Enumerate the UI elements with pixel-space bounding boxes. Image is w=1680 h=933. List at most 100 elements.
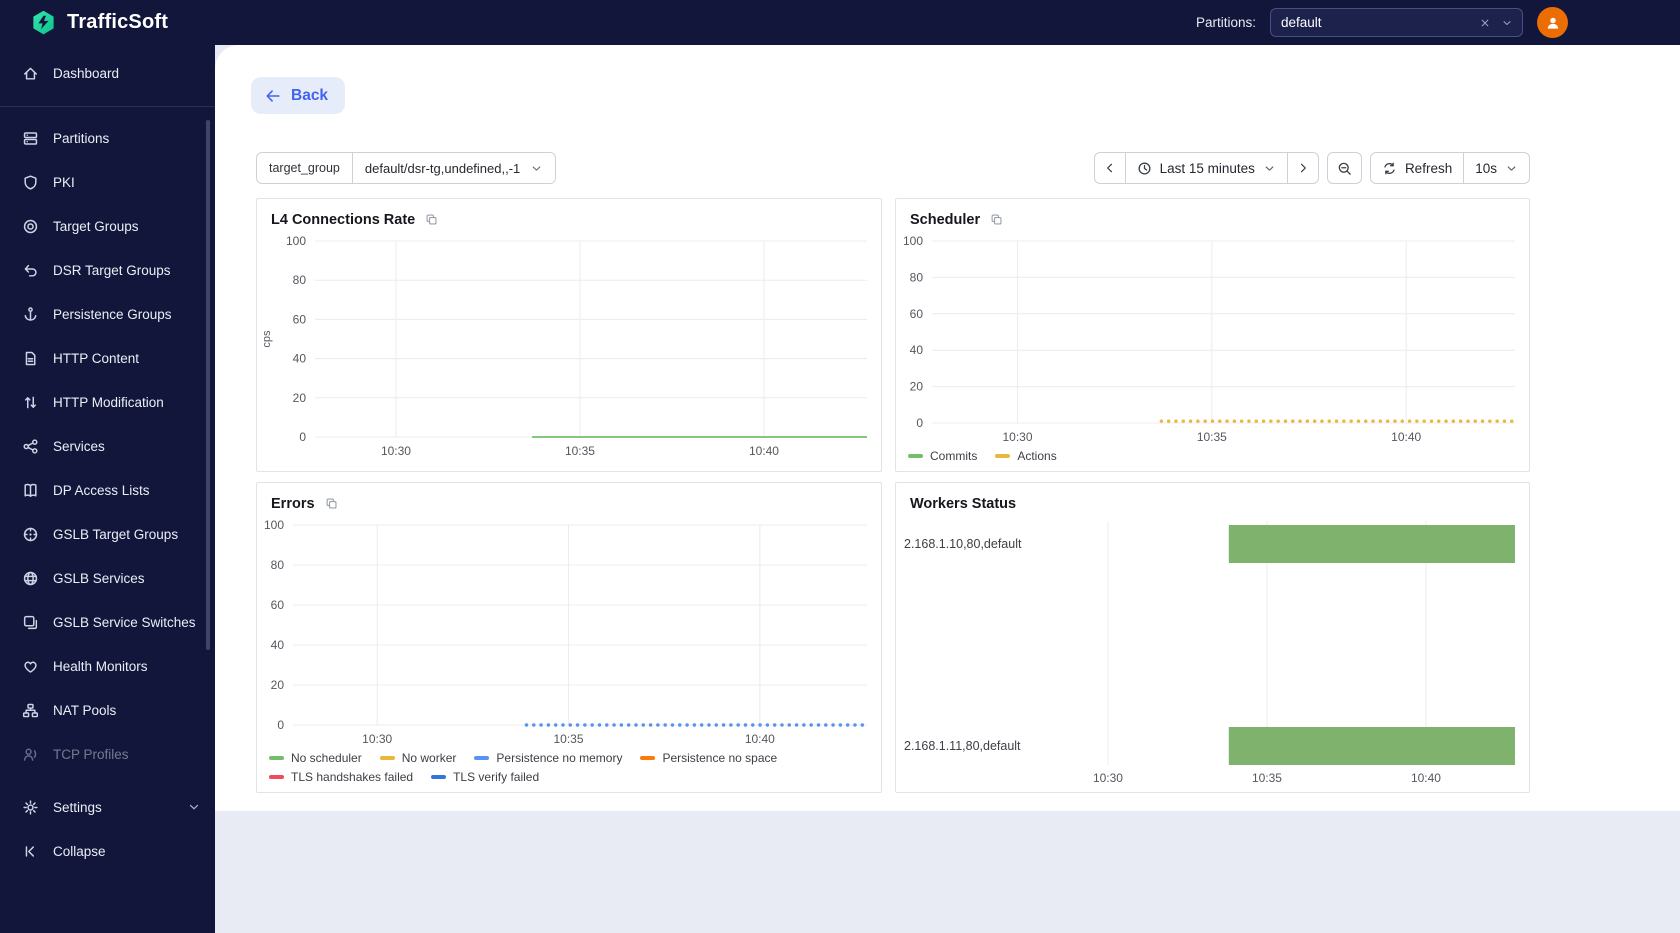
filter-value-dropdown[interactable]: default/dsr-tg,undefined,,-1 xyxy=(352,153,556,183)
panel-scheduler: Scheduler 0 20 40 60 80 100 10:30 10:35 10:40 Co… xyxy=(895,198,1530,472)
legend-swatch xyxy=(269,756,284,760)
chart-workers-status: 10:30 10:35 10:40 2.168.1.10,80,default 2.16… xyxy=(896,515,1529,792)
gear-icon xyxy=(22,799,39,816)
sidebar-item-partitions[interactable]: Partitions xyxy=(0,116,215,160)
chart-legend: Commits Actions xyxy=(896,449,1529,471)
sidebar-item-target-groups[interactable]: Target Groups xyxy=(0,204,215,248)
sidebar-scrollbar[interactable] xyxy=(206,120,210,650)
user-avatar[interactable] xyxy=(1537,7,1568,38)
svg-text:100: 100 xyxy=(903,234,923,248)
legend-item-tls-handshakes-failed[interactable]: TLS handshakes failed xyxy=(269,770,413,784)
legend-item-tls-verify-failed[interactable]: TLS verify failed xyxy=(431,770,539,784)
legend-item-persistence-no-space[interactable]: Persistence no space xyxy=(640,751,777,765)
legend-item-persistence-no-memory[interactable]: Persistence no memory xyxy=(474,751,622,765)
chart-l4-connections-rate: 0 20 40 60 80 100 10:30 10:35 10:40 cps xyxy=(257,231,881,463)
sidebar-item-gslb-target-groups[interactable]: GSLB Target Groups xyxy=(0,512,215,556)
chevron-down-icon[interactable] xyxy=(1501,17,1513,29)
sidebar-item-label: Persistence Groups xyxy=(53,306,172,322)
svg-text:10:30: 10:30 xyxy=(381,444,411,458)
svg-text:2.168.1.11,80,default: 2.168.1.11,80,default xyxy=(904,739,1021,753)
sidebar-item-label: Services xyxy=(53,438,105,454)
refresh-interval-dropdown[interactable]: 10s xyxy=(1463,152,1530,184)
sidebar-item-persistence-groups[interactable]: Persistence Groups xyxy=(0,292,215,336)
sidebar-item-http-modification[interactable]: HTTP Modification xyxy=(0,380,215,424)
legend-swatch xyxy=(995,454,1011,458)
sidebar-item-label: Partitions xyxy=(53,130,110,146)
sidebar-item-label: DP Access Lists xyxy=(53,482,150,498)
sidebar-item-label: PKI xyxy=(53,174,75,190)
sidebar-item-label: HTTP Content xyxy=(53,350,140,366)
panel-header: Errors xyxy=(257,483,881,515)
sidebar-item-label: Settings xyxy=(53,799,102,815)
svg-text:10:40: 10:40 xyxy=(745,732,775,746)
time-shift-back-button[interactable] xyxy=(1093,152,1126,184)
sidebar-item-dsr-target-groups[interactable]: DSR Target Groups xyxy=(0,248,215,292)
sidebar-item-http-content[interactable]: HTTP Content xyxy=(0,336,215,380)
svg-text:cps: cps xyxy=(261,330,273,348)
legend-item-no-worker[interactable]: No worker xyxy=(379,751,456,765)
panel-header: Scheduler xyxy=(896,199,1529,231)
chart-legend xyxy=(257,463,881,471)
sidebar-item-dp-access-lists[interactable]: DP Access Lists xyxy=(0,468,215,512)
panel-header: Workers Status xyxy=(896,483,1529,515)
copy-icon[interactable] xyxy=(425,213,438,226)
legend-item-no-scheduler[interactable]: No scheduler xyxy=(269,751,362,765)
person-signal-icon xyxy=(22,746,39,763)
sidebar-item-pki[interactable]: PKI xyxy=(0,160,215,204)
chart-svg-errors: 0 20 40 60 80 100 10:30 10:35 10:40 xyxy=(264,518,869,746)
svg-text:10:35: 10:35 xyxy=(565,444,595,458)
legend-label: Persistence no memory xyxy=(496,751,623,765)
refresh-interval-value: 10s xyxy=(1475,160,1497,176)
copy-icon[interactable] xyxy=(990,213,1003,226)
legend-item-actions[interactable]: Actions xyxy=(995,449,1057,463)
sidebar-item-collapse[interactable]: Collapse xyxy=(0,829,215,873)
sidebar-item-nat-pools[interactable]: NAT Pools xyxy=(0,688,215,732)
partitions-select[interactable]: default xyxy=(1270,8,1523,37)
copy-icon[interactable] xyxy=(325,497,338,510)
brand-logo[interactable]: TrafficSoft xyxy=(30,9,168,36)
svg-text:10:30: 10:30 xyxy=(1093,771,1123,785)
legend-label: TLS handshakes failed xyxy=(291,770,414,784)
time-range-picker[interactable]: Last 15 minutes xyxy=(1124,152,1288,184)
sidebar-item-label: GSLB Service Switches xyxy=(53,614,196,630)
charts-grid: L4 Connections Rate 0 20 40 60 80 100 10:30 10:… xyxy=(256,198,1680,793)
clear-partition-icon[interactable] xyxy=(1479,17,1491,29)
sidebar-item-gslb-services[interactable]: GSLB Services xyxy=(0,556,215,600)
sidebar-item-label: Health Monitors xyxy=(53,658,148,674)
svg-text:0: 0 xyxy=(299,430,306,444)
svg-text:10:35: 10:35 xyxy=(554,732,584,746)
target-icon xyxy=(22,218,39,235)
chevron-down-icon xyxy=(187,800,201,814)
svg-text:100: 100 xyxy=(264,518,284,532)
sidebar-item-settings[interactable]: Settings xyxy=(0,785,215,829)
legend-label: Actions xyxy=(1017,449,1057,463)
back-button[interactable]: Back xyxy=(251,77,346,114)
zoom-out-icon xyxy=(1337,161,1352,176)
refresh-icon xyxy=(1382,161,1397,176)
layers-icon xyxy=(22,614,39,631)
svg-text:40: 40 xyxy=(910,343,924,357)
svg-text:40: 40 xyxy=(293,352,307,366)
refresh-group: Refresh 10s xyxy=(1369,152,1530,184)
sidebar-item-gslb-service-switches[interactable]: GSLB Service Switches xyxy=(0,600,215,644)
chevron-down-icon xyxy=(530,162,543,175)
server-icon xyxy=(22,130,39,147)
refresh-button[interactable]: Refresh xyxy=(1369,152,1465,184)
share-nodes-icon xyxy=(22,438,39,455)
sidebar-item-tcp-profiles[interactable]: TCP Profiles xyxy=(0,732,215,776)
refresh-label: Refresh xyxy=(1404,160,1453,176)
sidebar-item-services[interactable]: Services xyxy=(0,424,215,468)
svg-text:10:30: 10:30 xyxy=(1002,430,1032,444)
svg-text:0: 0 xyxy=(916,416,923,430)
chevron-left-icon xyxy=(1103,161,1117,175)
legend-label: Persistence no space xyxy=(662,751,778,765)
chart-legend: No scheduler No worker Persistence no memo… xyxy=(257,751,881,792)
legend-label: No scheduler xyxy=(291,751,362,765)
legend-item-commits[interactable]: Commits xyxy=(908,449,977,463)
sidebar-item-health-monitors[interactable]: Health Monitors xyxy=(0,644,215,688)
time-shift-forward-button[interactable] xyxy=(1286,152,1319,184)
target-group-filter: target_group default/dsr-tg,undefined,,-… xyxy=(256,152,557,184)
sidebar-item-dashboard[interactable]: Dashboard xyxy=(0,51,215,95)
topbar-right: Partitions: default xyxy=(1196,7,1568,38)
zoom-out-button[interactable] xyxy=(1326,152,1362,184)
